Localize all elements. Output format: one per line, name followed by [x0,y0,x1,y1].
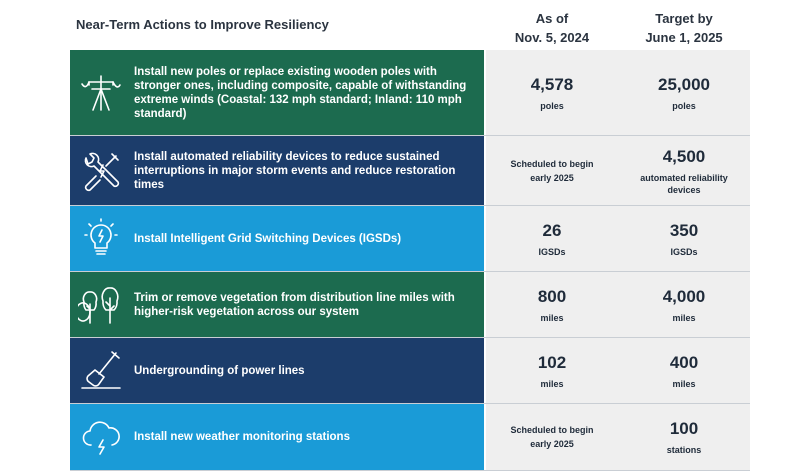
target-value: 25,000 [658,74,710,94]
tools-icon [78,148,124,194]
target-unit-line1: automated reliability [640,172,728,183]
table-row: Install automated reliability devices to… [70,136,750,206]
storm-cloud-icon [78,414,124,460]
target-value: 400 [669,352,699,372]
target-cell: 350 IGSDs [618,206,750,271]
column-header-current: As of Nov. 5, 2024 [486,9,618,47]
current-note-line1: Scheduled to begin [510,425,594,435]
target-unit: miles [672,378,696,389]
target-unit: miles [672,312,696,323]
current-note-line1: Scheduled to begin [510,158,594,169]
target-unit: stations [666,445,702,455]
target-value: 100 [669,419,699,438]
current-unit: poles [540,100,564,111]
action-description: Install automated reliability devices to… [134,150,456,191]
column-header-current-line1: As of [535,11,569,26]
action-cell: Install new poles or replace existing wo… [70,50,484,135]
current-note-line2: early 2025 [530,439,574,449]
current-status-cell: 800 miles [486,272,618,337]
action-description: Trim or remove vegetation from distribut… [134,291,455,318]
action-description: Install Intelligent Grid Switching Devic… [134,232,402,245]
current-unit: miles [540,378,564,389]
action-description: Install new poles or replace existing wo… [134,65,467,120]
table-row: Trim or remove vegetation from distribut… [70,272,750,338]
target-value: 350 [669,220,699,240]
column-header-target-line1: Target by [655,11,713,26]
column-header-target-line2: June 1, 2025 [645,30,723,45]
current-value: 800 [537,286,567,306]
current-value: 26 [542,220,562,240]
target-unit: IGSDs [670,246,698,257]
column-header-current-line2: Nov. 5, 2024 [514,30,590,45]
target-cell: 25,000 poles [618,50,750,135]
current-status-cell: Scheduled to begin early 2025 [486,404,618,470]
current-status-cell: 4,578 poles [486,50,618,135]
trees-icon [78,282,124,328]
action-cell: Trim or remove vegetation from distribut… [70,272,484,337]
current-note-line2: early 2025 [530,172,574,183]
table-row: Install new weather monitoring stations … [70,404,750,471]
current-status-cell: Scheduled to begin early 2025 [486,136,618,205]
target-cell: 4,000 miles [618,272,750,337]
action-cell: Install Intelligent Grid Switching Devic… [70,206,484,271]
current-status-cell: 102 miles [486,338,618,403]
table-row: Undergrounding of power lines 102 miles … [70,338,750,404]
target-unit: poles [672,100,696,111]
shovel-icon [78,348,124,394]
current-value: 102 [537,352,567,372]
current-status-cell: 26 IGSDs [486,206,618,271]
table-header: Near-Term Actions to Improve Resiliency … [70,0,750,50]
action-cell: Undergrounding of power lines [70,338,484,403]
table-title: Near-Term Actions to Improve Resiliency [76,17,329,32]
action-cell: Install new weather monitoring stations [70,404,484,470]
target-unit-line2: devices [667,184,701,195]
target-cell: 100 stations [618,404,750,470]
lightbulb-icon [78,216,124,262]
target-cell: 4,500 automated reliability devices [618,136,750,205]
utility-pole-icon [78,70,124,116]
action-description: Install new weather monitoring stations [134,431,350,443]
table-row: Install Intelligent Grid Switching Devic… [70,206,750,272]
current-value: 4,578 [530,74,574,94]
target-cell: 400 miles [618,338,750,403]
current-unit: miles [540,312,564,323]
action-description: Undergrounding of power lines [134,364,305,377]
table-row: Install new poles or replace existing wo… [70,50,750,136]
action-cell: Install automated reliability devices to… [70,136,484,205]
target-value: 4,500 [662,146,706,166]
column-header-target: Target by June 1, 2025 [618,9,750,47]
current-unit: IGSDs [538,246,566,257]
target-value: 4,000 [662,286,706,306]
